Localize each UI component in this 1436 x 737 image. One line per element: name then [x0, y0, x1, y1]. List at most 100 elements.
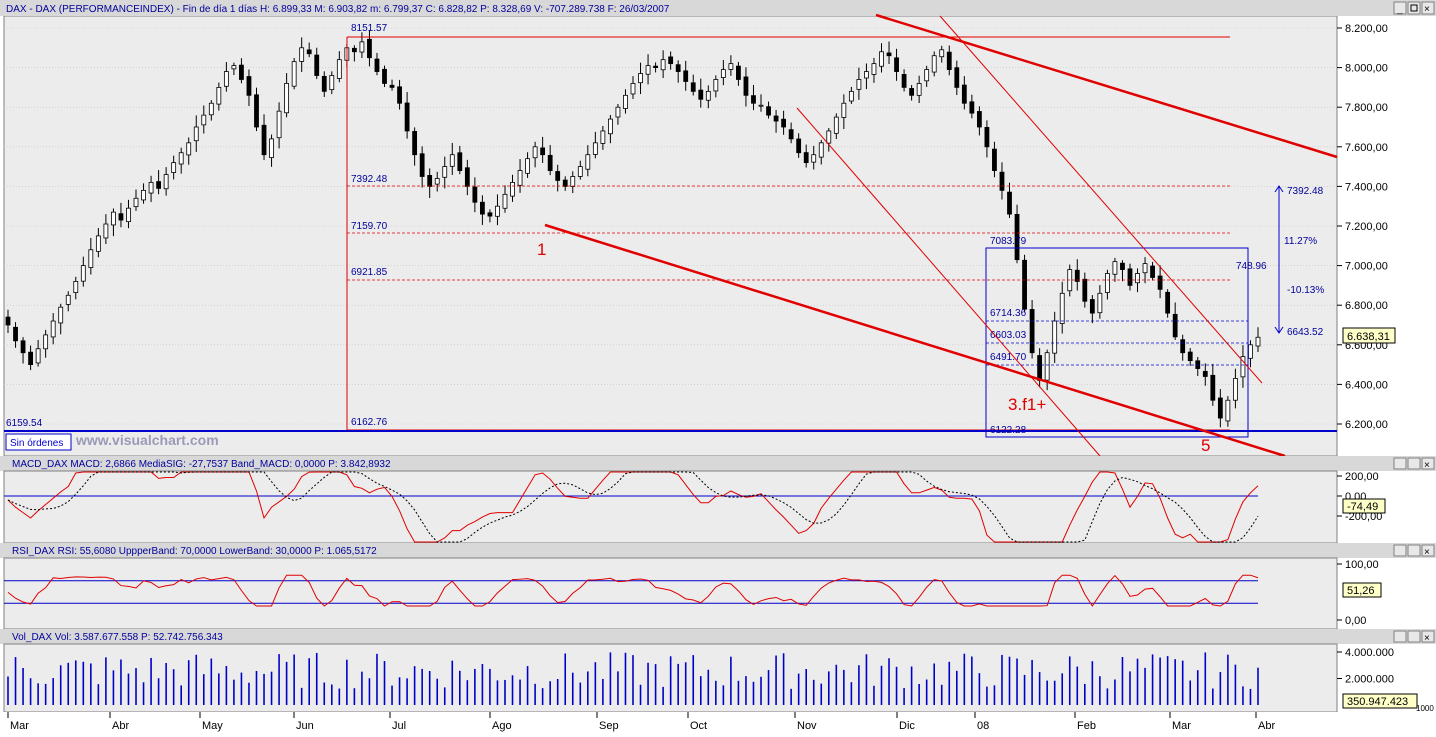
candle-body [382, 68, 387, 84]
candle-body [992, 148, 997, 171]
candle-body [999, 171, 1005, 191]
macd-last-value-box [1342, 498, 1386, 514]
lower-trendline [544, 223, 1286, 458]
panel-maximize-button[interactable] [1407, 457, 1421, 470]
candle-body [148, 182, 154, 194]
rsi-y-tick-label: 0,00 [1345, 615, 1366, 627]
left-level-label: 6159.54 [6, 418, 43, 429]
candle-body [299, 47, 305, 62]
candle-body [156, 181, 162, 189]
maximize-icon [1410, 4, 1418, 12]
x-tick-label: Jul [392, 720, 406, 732]
y-tick-label: 7.000,00 [1345, 261, 1388, 273]
rsi-y-axis: 100,00 0,00 [1337, 559, 1379, 627]
panel-close-button[interactable] [1421, 630, 1435, 643]
panel-minimize-button[interactable] [1393, 630, 1407, 643]
candle-body [223, 71, 229, 87]
candle-body [1248, 344, 1253, 359]
price-y-axis: 8.200,00 8.000,00 7.800,00 7.600,00 7.400,00… [1337, 23, 1388, 431]
rsi-header: RSI_DAX RSI: 55,6080 UppperBand: 70,0000… [12, 546, 377, 557]
macd-header-bar [0, 456, 1436, 471]
price-last-value: 6.638,31 [1347, 331, 1390, 343]
candle-body [931, 55, 937, 73]
candle-body [720, 69, 726, 78]
fib-box-2-label: 6714.36 [990, 308, 1027, 319]
panel-close-button[interactable] [1421, 544, 1435, 557]
fib-level-label: 6921.85 [351, 267, 388, 278]
orders-button[interactable] [5, 433, 72, 451]
candle-body [901, 74, 907, 88]
candle-body [1202, 370, 1208, 377]
candle-body [269, 138, 274, 158]
wave-label: 5 [1201, 436, 1210, 455]
candle-body [1135, 273, 1140, 284]
candle-body [788, 129, 794, 140]
candle-body [1014, 213, 1020, 261]
candle-body [276, 110, 282, 139]
vol-corner-value: 1000 [1416, 704, 1434, 713]
candle-body [65, 294, 71, 305]
x-tick-label: 08 [977, 720, 989, 732]
candlestick-series [5, 29, 1261, 428]
candle-body [80, 265, 86, 282]
price-panel [3, 15, 1338, 457]
candle-body [1240, 356, 1246, 378]
panel-maximize-button[interactable] [1407, 630, 1421, 643]
candle-body [864, 71, 869, 79]
candle-body [126, 207, 131, 223]
candle-body [261, 124, 267, 156]
candle-body [1082, 278, 1088, 302]
candle-body [1157, 275, 1163, 290]
measure-arrow-down [1274, 326, 1284, 334]
thin-channel-line-2 [796, 107, 1101, 457]
candle-body [28, 351, 33, 366]
price-annotations: 8151.57 7392.48 7159.70 6921.85 6162.76 6159.… [4, 13, 1338, 458]
candle-body [449, 154, 455, 167]
candle-body [336, 59, 342, 79]
candle-body [502, 193, 508, 209]
panel-minimize-button[interactable] [1393, 544, 1407, 557]
candle-body [1007, 191, 1012, 215]
candle-body [540, 147, 546, 156]
candle-body [585, 154, 591, 170]
candle-body [555, 171, 561, 181]
minimize-icon: _ [1396, 4, 1403, 15]
candle-body [306, 49, 312, 55]
x-tick-label: Mar [10, 720, 29, 732]
candle-body [329, 75, 335, 91]
candle-body [803, 152, 809, 164]
candle-body [13, 326, 18, 342]
rsi-last-value: 51,26 [1347, 585, 1375, 597]
candle-body [1120, 262, 1125, 270]
volume-bars [7, 652, 1259, 705]
candle-body [1210, 374, 1216, 401]
candle-body [909, 88, 915, 96]
candle-body [600, 130, 606, 144]
candle-body [239, 64, 244, 80]
candle-body [969, 101, 975, 114]
panel-minimize-button[interactable] [1393, 457, 1407, 470]
macd-panel [3, 470, 1338, 544]
candle-body [193, 126, 199, 142]
close-button[interactable] [1421, 1, 1435, 15]
candle-body [879, 51, 884, 67]
candle-body [464, 167, 470, 187]
candle-body [231, 65, 237, 70]
candle-body [208, 102, 214, 116]
window-buttons-price: _ × [1393, 1, 1435, 15]
measure-label: -10.13% [1287, 285, 1324, 296]
candle-body [758, 104, 764, 107]
panel-close-button[interactable] [1421, 457, 1435, 470]
candle-body [773, 115, 779, 122]
price-header-bar [0, 0, 1436, 16]
candle-body [246, 76, 252, 96]
vol-header-bar [0, 629, 1436, 644]
panel-maximize-button[interactable] [1407, 544, 1421, 557]
rsi-line [7, 574, 1259, 607]
candle-body [532, 146, 538, 159]
candle-body [592, 142, 598, 155]
minimize-button[interactable] [1393, 1, 1407, 15]
maximize-button[interactable] [1407, 1, 1421, 15]
candle-body [201, 114, 207, 126]
